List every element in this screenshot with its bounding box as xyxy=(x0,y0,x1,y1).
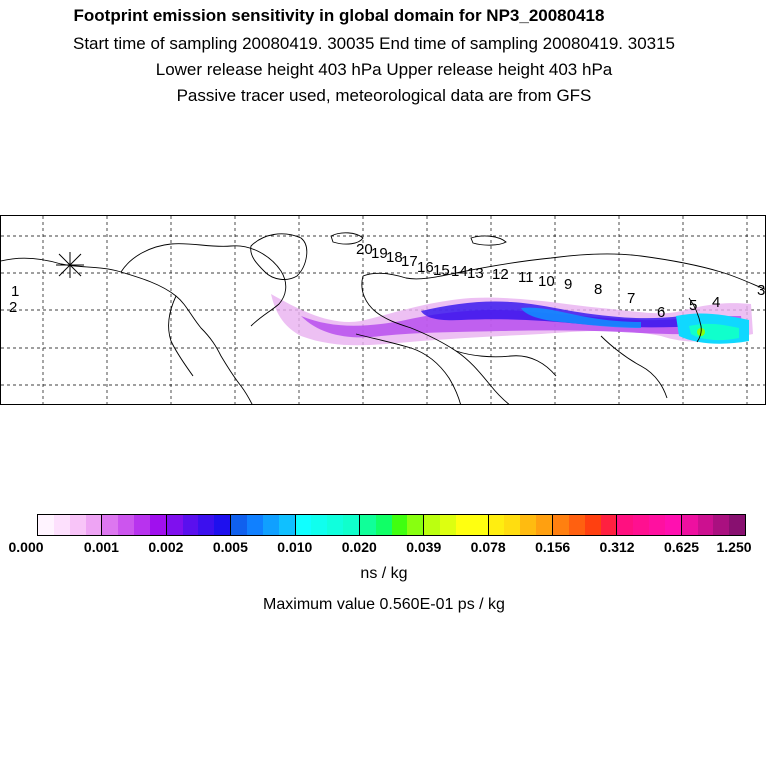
colorbar-segment xyxy=(53,515,70,535)
colorbar-segment xyxy=(246,515,263,535)
trajectory-label: 12 xyxy=(492,266,509,283)
colorbar-segment xyxy=(359,515,376,535)
colorbar-segment xyxy=(584,515,601,535)
colorbar-segment xyxy=(85,515,103,535)
trajectory-label: 19 xyxy=(371,245,388,262)
trajectory-label: 5 xyxy=(689,297,697,314)
colorbar-segment xyxy=(118,515,135,535)
colorbar-segment xyxy=(649,515,665,535)
maximum-value: Maximum value 0.560E-01 ps / kg xyxy=(263,596,505,613)
colorbar-tick-label: 0.010 xyxy=(277,539,313,555)
trajectory-label: 17 xyxy=(401,253,418,270)
colorbar-segment xyxy=(311,515,328,535)
colorbar-segment xyxy=(38,515,54,535)
colorbar-segment xyxy=(198,515,215,535)
colorbar-segment xyxy=(568,515,585,535)
colorbar-tick-label: 0.078 xyxy=(470,539,506,555)
colorbar-segment xyxy=(664,515,682,535)
colorbar-tick-label: 0.001 xyxy=(83,539,119,555)
colorbar-segment xyxy=(295,515,312,535)
colorbar-segment xyxy=(327,515,344,535)
colorbar-segment xyxy=(231,515,247,535)
colorbar-segment xyxy=(262,515,279,535)
colorbar-segment xyxy=(166,515,183,535)
colorbar-segment xyxy=(455,515,472,535)
trajectory-label: 8 xyxy=(594,281,602,298)
trajectory-label: 11 xyxy=(518,269,534,286)
trajectory-label: 13 xyxy=(467,265,484,282)
colorbar-tick-label: 1.250 xyxy=(716,539,752,555)
colorbar-segment xyxy=(471,515,489,535)
colorbar-segment xyxy=(488,515,505,535)
trajectory-label: 10 xyxy=(538,273,555,290)
trajectory-label: 16 xyxy=(417,259,434,276)
trajectory-label: 1 xyxy=(11,283,19,300)
trajectory-label: 7 xyxy=(627,290,635,307)
trajectory-label: 18 xyxy=(386,249,403,266)
colorbar-tick-label: 0.039 xyxy=(406,539,442,555)
trajectory-label: 4 xyxy=(712,294,720,311)
colorbar-segment xyxy=(102,515,119,535)
graticule xyxy=(1,216,765,404)
colorbar-segment xyxy=(343,515,360,535)
colorbar-segment xyxy=(729,515,746,535)
plot-title: Footprint emission sensitivity in global… xyxy=(73,6,605,25)
colorbar-tick-label: 0.002 xyxy=(148,539,184,555)
colorbar-segment xyxy=(424,515,441,535)
map-canvas: 1 2 3 4 5 6 7 8 9 10 11 12 13 14 15 16 1… xyxy=(1,216,765,404)
colorbar-segment xyxy=(681,515,698,535)
colorbar-segment xyxy=(182,515,199,535)
colorbar-tick-label: 0.312 xyxy=(599,539,635,555)
colorbar-segment xyxy=(407,515,425,535)
colorbar-segment xyxy=(697,515,714,535)
tracer-note: Passive tracer used, meteorological data… xyxy=(176,86,592,105)
trajectory-label: 14 xyxy=(451,263,468,280)
trajectory-labels: 1 2 3 4 5 6 7 8 9 10 11 12 13 14 15 16 1… xyxy=(9,241,765,321)
release-location-marker xyxy=(56,252,84,278)
footprint-map: 1 2 3 4 5 6 7 8 9 10 11 12 13 14 15 16 1… xyxy=(0,215,766,405)
sampling-times: Start time of sampling 20080419. 30035 E… xyxy=(72,34,676,53)
trajectory-label: 9 xyxy=(564,276,572,293)
colorbar-segment xyxy=(553,515,569,535)
trajectory-label: 20 xyxy=(356,241,373,258)
colorbar-tick-label: 0.000 xyxy=(8,539,44,555)
trajectory-label: 3 xyxy=(757,282,765,299)
colorbar-segment xyxy=(134,515,150,535)
trajectory-label: 2 xyxy=(9,299,17,316)
colorbar-segment xyxy=(149,515,167,535)
colorbar-segment xyxy=(600,515,618,535)
colorbar-tick-label: 0.005 xyxy=(212,539,248,555)
colorbar-segment xyxy=(520,515,537,535)
colorbar-units: ns / kg xyxy=(360,565,408,582)
colorbar-segment xyxy=(391,515,408,535)
colorbar-tick-label: 0.020 xyxy=(341,539,377,555)
trajectory-label: 6 xyxy=(657,304,665,321)
colorbar-segment xyxy=(278,515,296,535)
colorbar-segment xyxy=(504,515,521,535)
colorbar-tick-labels: 0.000 0.001 0.002 0.005 0.010 0.020 0.039 0.078… xyxy=(0,539,768,557)
colorbar-tick-label: 0.625 xyxy=(664,539,700,555)
colorbar-tick-label: 0.156 xyxy=(535,539,571,555)
colorbar-segment xyxy=(214,515,232,535)
colorbar-segment xyxy=(713,515,730,535)
colorbar-segment xyxy=(375,515,392,535)
colorbar-segment xyxy=(536,515,553,535)
trajectory-label: 15 xyxy=(433,262,450,279)
sensitivity-plume xyxy=(271,294,753,346)
colorbar-segment xyxy=(440,515,456,535)
release-heights: Lower release height 403 hPa Upper relea… xyxy=(155,60,613,79)
colorbar-segment xyxy=(617,515,634,535)
colorbar-segment xyxy=(633,515,650,535)
colorbar xyxy=(37,514,746,536)
colorbar-segment xyxy=(69,515,86,535)
